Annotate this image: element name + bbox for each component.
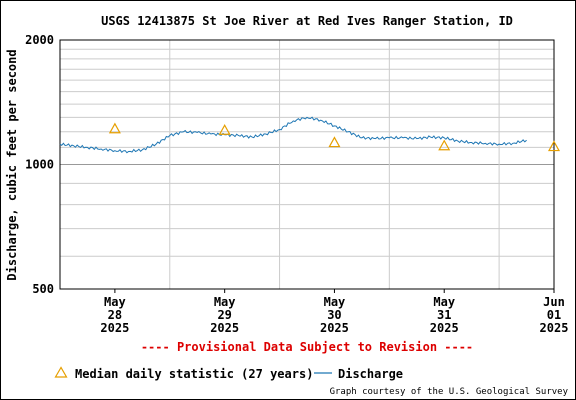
x-tick-label: 01 <box>547 308 561 322</box>
x-tick-label: May <box>104 295 126 309</box>
graph-credit: Graph courtesy of the U.S. Geological Su… <box>330 387 569 397</box>
x-tick-label: May <box>433 295 455 309</box>
x-tick-label: Jun <box>543 295 565 309</box>
legend-discharge-label: Discharge <box>338 367 403 381</box>
x-tick-label: 2025 <box>430 321 459 335</box>
legend-median-label: Median daily statistic (27 years) <box>75 367 313 381</box>
y-axis-title: Discharge, cubic feet per second <box>5 49 19 280</box>
x-tick-label: 28 <box>108 308 122 322</box>
grid <box>60 39 554 290</box>
x-tick-label: 2025 <box>540 321 569 335</box>
x-tick-label: 2025 <box>320 321 349 335</box>
x-tick-label: 31 <box>437 308 451 322</box>
x-tick-label: 2025 <box>100 321 129 335</box>
legend-median-symbol <box>54 366 68 378</box>
x-tick-labels: May282025May292025May302025May312025Jun0… <box>100 289 568 335</box>
x-tick-label: 30 <box>327 308 341 322</box>
provisional-notice: ---- Provisional Data Subject to Revisio… <box>141 340 473 354</box>
y-tick-label: 500 <box>32 282 54 296</box>
chart-title: USGS 12413875 St Joe River at Red Ives R… <box>101 14 513 28</box>
x-tick-label: 2025 <box>210 321 239 335</box>
discharge-line <box>59 116 527 154</box>
series-lines <box>59 116 527 154</box>
median-marker <box>438 139 451 151</box>
y-tick-label: 2000 <box>25 33 54 47</box>
x-tick-label: May <box>214 295 236 309</box>
median-marker <box>108 122 121 134</box>
legend: Median daily statistic (27 years) Discha… <box>54 366 403 381</box>
plot-area-border <box>59 39 555 290</box>
y-tick-label: 1000 <box>25 158 54 172</box>
x-tick-label: May <box>324 295 346 309</box>
median-markers <box>108 122 561 152</box>
median-marker <box>218 124 231 135</box>
median-marker <box>547 140 561 152</box>
median-marker <box>328 136 341 148</box>
y-tick-labels: 500 1000 2000 <box>25 33 54 296</box>
x-tick-label: 29 <box>217 308 231 322</box>
